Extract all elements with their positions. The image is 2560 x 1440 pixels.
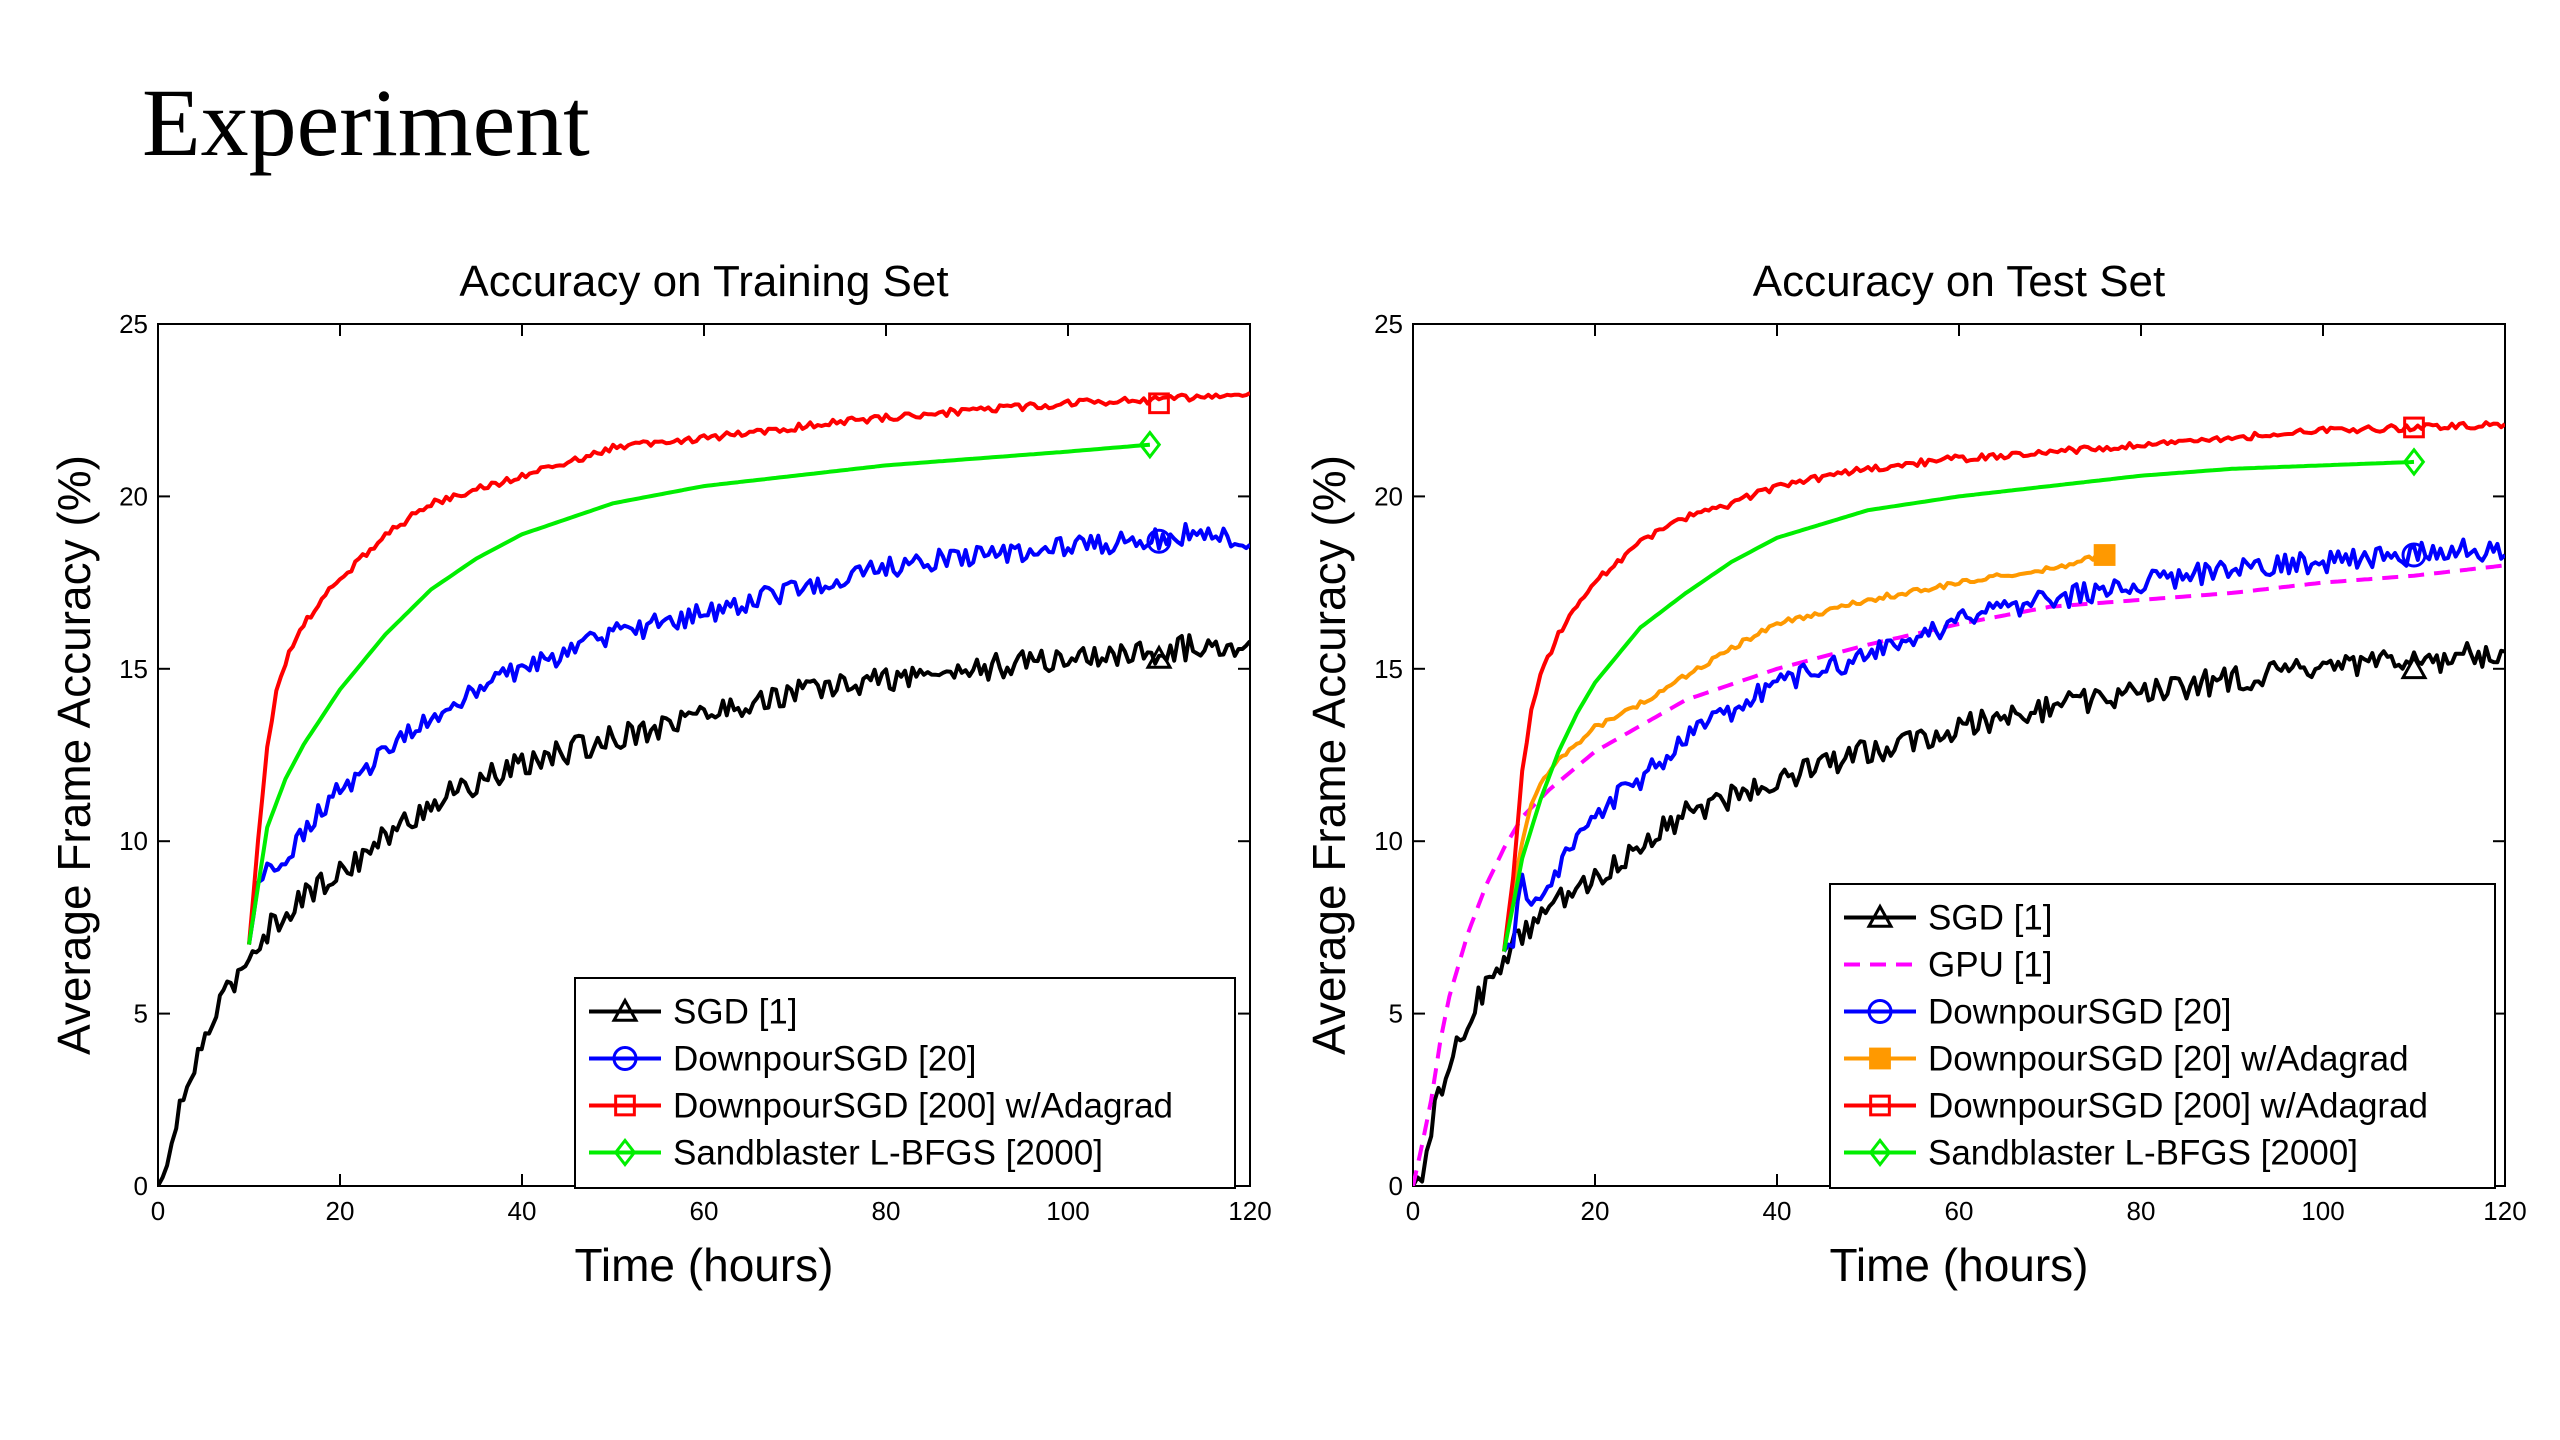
chart-title: Accuracy on Training Set [459,257,948,306]
series-line-sgd-1 [158,633,1250,1186]
legend-marker-sandblaster-l-bfgs-2000 [613,1137,637,1168]
series-marker-downpoursgd-20 [2401,542,2427,568]
y-tick-label: 20 [119,481,148,511]
y-axis-label: Average Frame Accuracy (%) [1303,455,1355,1055]
x-tick-label: 100 [1046,1196,1089,1226]
x-tick-label: 100 [2301,1196,2344,1226]
legend: SGD [1] GPU [1] DownpourSGD [20] DownpourSG… [1829,883,2496,1189]
y-tick-label: 10 [1374,826,1403,856]
y-axis-label: Average Frame Accuracy (%) [48,455,100,1055]
series-line-sandblaster-l-bfgs-2000 [247,442,1151,945]
test-accuracy-chart: Accuracy on Test Set 0 20 40 60 80 100 120 0 5 10 1… [1303,257,2527,1291]
legend-marker-sgd-1 [1866,903,1894,928]
legend-label-gpu-1: GPU [1] [1928,946,2052,985]
x-tick-label: 80 [872,1196,901,1226]
x-tick-label: 40 [508,1196,537,1226]
x-tick-label: 80 [2127,1196,2156,1226]
series-marker-sgd-1 [1145,644,1173,669]
series-line-downpoursgd-200-w-adagrad [247,391,1250,945]
slide-title: Experiment [142,69,590,176]
series-line-sandblaster-l-bfgs-2000 [1502,459,2415,952]
series-line-downpoursgd-20-w-adagrad [1502,552,2105,952]
y-tick-label: 15 [119,654,148,684]
legend-label-sgd-1: SGD [1] [1928,899,2052,938]
x-tick-label: 20 [326,1196,355,1226]
legend-marker-downpoursgd-20 [612,1046,638,1071]
y-tick-label: 25 [1374,309,1403,339]
legend-label-sgd-1: SGD [1] [673,993,797,1032]
x-axis-label: Time (hours) [575,1239,834,1291]
y-tick-label: 15 [1374,654,1403,684]
series-line-sgd-1 [1413,641,2505,1186]
legend: SGD [1] DownpourSGD [20] DownpourSGD [200]… [574,977,1236,1189]
series-marker-downpoursgd-20-w-adagrad [2093,544,2116,566]
x-axis-label: Time (hours) [1830,1239,2089,1291]
x-tick-label: 20 [1581,1196,1610,1226]
y-tick-label: 25 [119,309,148,339]
series-marker-sgd-1 [2400,654,2428,680]
x-tick-label: 0 [1406,1196,1420,1226]
x-tick-label: 120 [1228,1196,1271,1226]
x-tick-label: 60 [690,1196,719,1226]
y-tick-label: 5 [1389,999,1403,1029]
y-tick-label: 20 [1374,481,1403,511]
x-tick-label: 0 [151,1196,165,1226]
x-tick-label: 120 [2483,1196,2526,1226]
legend-marker-downpoursgd-200-w-adagrad [1869,1094,1891,1117]
series-line-downpoursgd-200-w-adagrad [1502,420,2505,952]
y-tick-label: 10 [119,826,148,856]
series-line-downpoursgd-20 [1502,537,2505,953]
y-tick-label: 5 [134,999,148,1029]
legend-marker-sandblaster-l-bfgs-2000 [1868,1137,1892,1168]
legend-marker-downpoursgd-20 [1867,999,1893,1024]
series-marker-sandblaster-l-bfgs-2000 [1138,430,1162,460]
training-accuracy-chart: Accuracy on Training Set 0 20 40 60 80 100 120 0… [48,257,1272,1291]
legend-marker-downpoursgd-20-w-adagrad [1869,1047,1891,1070]
series-marker-downpoursgd-20 [1146,528,1172,554]
legend-label-downpoursgd-20-w-adagrad: DownpourSGD [20] w/Adagrad [1928,1040,2409,1079]
legend-box [574,977,1236,1189]
legend-label-downpoursgd-200-w-adagrad: DownpourSGD [200] w/Adagrad [1928,1087,2428,1126]
legend-label-downpoursgd-200-w-adagrad: DownpourSGD [200] w/Adagrad [673,1087,1173,1126]
legend-label-sandblaster-l-bfgs-2000: Sandblaster L-BFGS [2000] [673,1134,1103,1173]
legend-label-sandblaster-l-bfgs-2000: Sandblaster L-BFGS [2000] [1928,1134,2358,1173]
legend-label-downpoursgd-20: DownpourSGD [20] [673,1040,976,1079]
x-tick-label: 40 [1763,1196,1792,1226]
series-marker-sandblaster-l-bfgs-2000 [2402,447,2426,477]
legend-marker-sgd-1 [611,997,639,1022]
x-tick-label: 60 [1945,1196,1974,1226]
series-line-downpoursgd-20 [247,522,1250,945]
y-tick-label: 0 [1389,1171,1403,1201]
series-marker-downpoursgd-200-w-adagrad [2403,416,2425,439]
y-tick-label: 0 [134,1171,148,1201]
legend-box [1829,883,2496,1189]
legend-marker-downpoursgd-200-w-adagrad [614,1094,636,1117]
legend-label-downpoursgd-20: DownpourSGD [20] [1928,993,2231,1032]
series-marker-downpoursgd-200-w-adagrad [1148,392,1170,415]
chart-title: Accuracy on Test Set [1753,257,2166,306]
